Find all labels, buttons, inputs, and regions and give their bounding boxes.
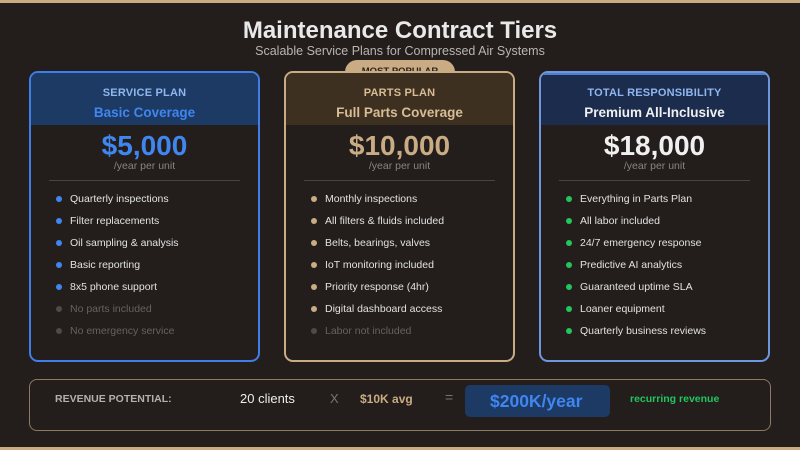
plan-card-header: TOTAL RESPONSIBILITY Premium All-Inclusi…: [541, 73, 768, 125]
feature-item: Priority response (4hr): [311, 276, 513, 298]
bullet-dot-icon: [56, 262, 62, 268]
plan-card-header: SERVICE PLAN Basic Coverage: [31, 73, 258, 125]
plan-tier: Full Parts Coverage: [336, 105, 463, 120]
bullet-dot-icon: [56, 240, 62, 246]
bullet-dot-icon: [566, 240, 572, 246]
feature-item: All labor included: [566, 210, 768, 232]
feature-item: Filter replacements: [56, 210, 258, 232]
plan-name: SERVICE PLAN: [102, 87, 187, 99]
feature-item: Loaner equipment: [566, 298, 768, 320]
divider: [304, 180, 495, 181]
feature-item: 8x5 phone support: [56, 276, 258, 298]
plan-tier: Premium All-Inclusive: [584, 105, 725, 120]
revenue-potential-panel: REVENUE POTENTIAL: 20 clients X $10K avg…: [29, 379, 771, 431]
feature-item: Quarterly inspections: [56, 188, 258, 210]
feature-item: IoT monitoring included: [311, 254, 513, 276]
bullet-dot-icon: [566, 328, 572, 334]
bullet-dot-icon: [311, 306, 317, 312]
bullet-dot-icon: [56, 328, 62, 334]
bullet-dot-icon: [56, 196, 62, 202]
feature-item: Guaranteed uptime SLA: [566, 276, 768, 298]
plan-card-service[interactable]: SERVICE PLAN Basic Coverage $5,000 /year…: [29, 71, 260, 362]
feature-item: Oil sampling & analysis: [56, 232, 258, 254]
feature-item: Quarterly business reviews: [566, 320, 768, 342]
divider: [49, 180, 240, 181]
multiply-sign: X: [330, 391, 339, 406]
feature-item: 24/7 emergency response: [566, 232, 768, 254]
feature-list: Everything in Parts Plan All labor inclu…: [566, 188, 768, 342]
bullet-dot-icon: [56, 306, 62, 312]
feature-item: All filters & fluids included: [311, 210, 513, 232]
bullet-dot-icon: [311, 218, 317, 224]
plan-card-header: PARTS PLAN Full Parts Coverage: [286, 73, 513, 125]
feature-item-excluded: No emergency service: [56, 320, 258, 342]
bullet-dot-icon: [56, 218, 62, 224]
feature-item: Basic reporting: [56, 254, 258, 276]
revenue-label: REVENUE POTENTIAL:: [55, 393, 172, 405]
bottom-accent-bar: [0, 447, 800, 450]
divider: [559, 180, 750, 181]
revenue-average: $10K avg: [360, 392, 413, 406]
feature-list: Monthly inspections All filters & fluids…: [311, 188, 513, 342]
revenue-total: $200K/year: [490, 391, 583, 411]
equals-sign: =: [445, 389, 454, 405]
plan-price: $5,000: [101, 130, 188, 161]
feature-item-excluded: Labor not included: [311, 320, 513, 342]
feature-item-excluded: No parts included: [56, 298, 258, 320]
bullet-dot-icon: [566, 306, 572, 312]
bullet-dot-icon: [56, 284, 62, 290]
plan-price: $10,000: [348, 130, 451, 161]
page-subtitle: Scalable Service Plans for Compressed Ai…: [255, 44, 545, 58]
revenue-clients: 20 clients: [240, 391, 295, 406]
top-accent-bar: [0, 0, 800, 3]
revenue-total-box: [465, 385, 610, 417]
bullet-dot-icon: [566, 284, 572, 290]
bullet-dot-icon: [311, 328, 317, 334]
plan-card-total[interactable]: TOTAL RESPONSIBILITY Premium All-Inclusi…: [539, 71, 770, 362]
page-title: Maintenance Contract Tiers: [242, 17, 558, 44]
plan-price-period: /year per unit: [368, 160, 431, 172]
plan-price-period: /year per unit: [113, 160, 176, 172]
feature-item: Belts, bearings, valves: [311, 232, 513, 254]
bullet-dot-icon: [311, 262, 317, 268]
bullet-dot-icon: [566, 262, 572, 268]
feature-item: Predictive AI analytics: [566, 254, 768, 276]
bullet-dot-icon: [311, 196, 317, 202]
feature-item: Monthly inspections: [311, 188, 513, 210]
plan-name: PARTS PLAN: [363, 87, 436, 99]
feature-list: Quarterly inspections Filter replacement…: [56, 188, 258, 342]
bullet-dot-icon: [566, 196, 572, 202]
bullet-dot-icon: [566, 218, 572, 224]
plan-price-period: /year per unit: [623, 160, 686, 172]
plan-tier: Basic Coverage: [93, 105, 196, 120]
bullet-dot-icon: [311, 240, 317, 246]
feature-item: Everything in Parts Plan: [566, 188, 768, 210]
feature-item: Digital dashboard access: [311, 298, 513, 320]
bullet-dot-icon: [311, 284, 317, 290]
plan-card-parts[interactable]: PARTS PLAN Full Parts Coverage $10,000 /…: [284, 71, 515, 362]
revenue-recurring-note: recurring revenue: [630, 393, 720, 405]
plan-price: $18,000: [603, 130, 706, 161]
plan-name: TOTAL RESPONSIBILITY: [587, 87, 722, 99]
